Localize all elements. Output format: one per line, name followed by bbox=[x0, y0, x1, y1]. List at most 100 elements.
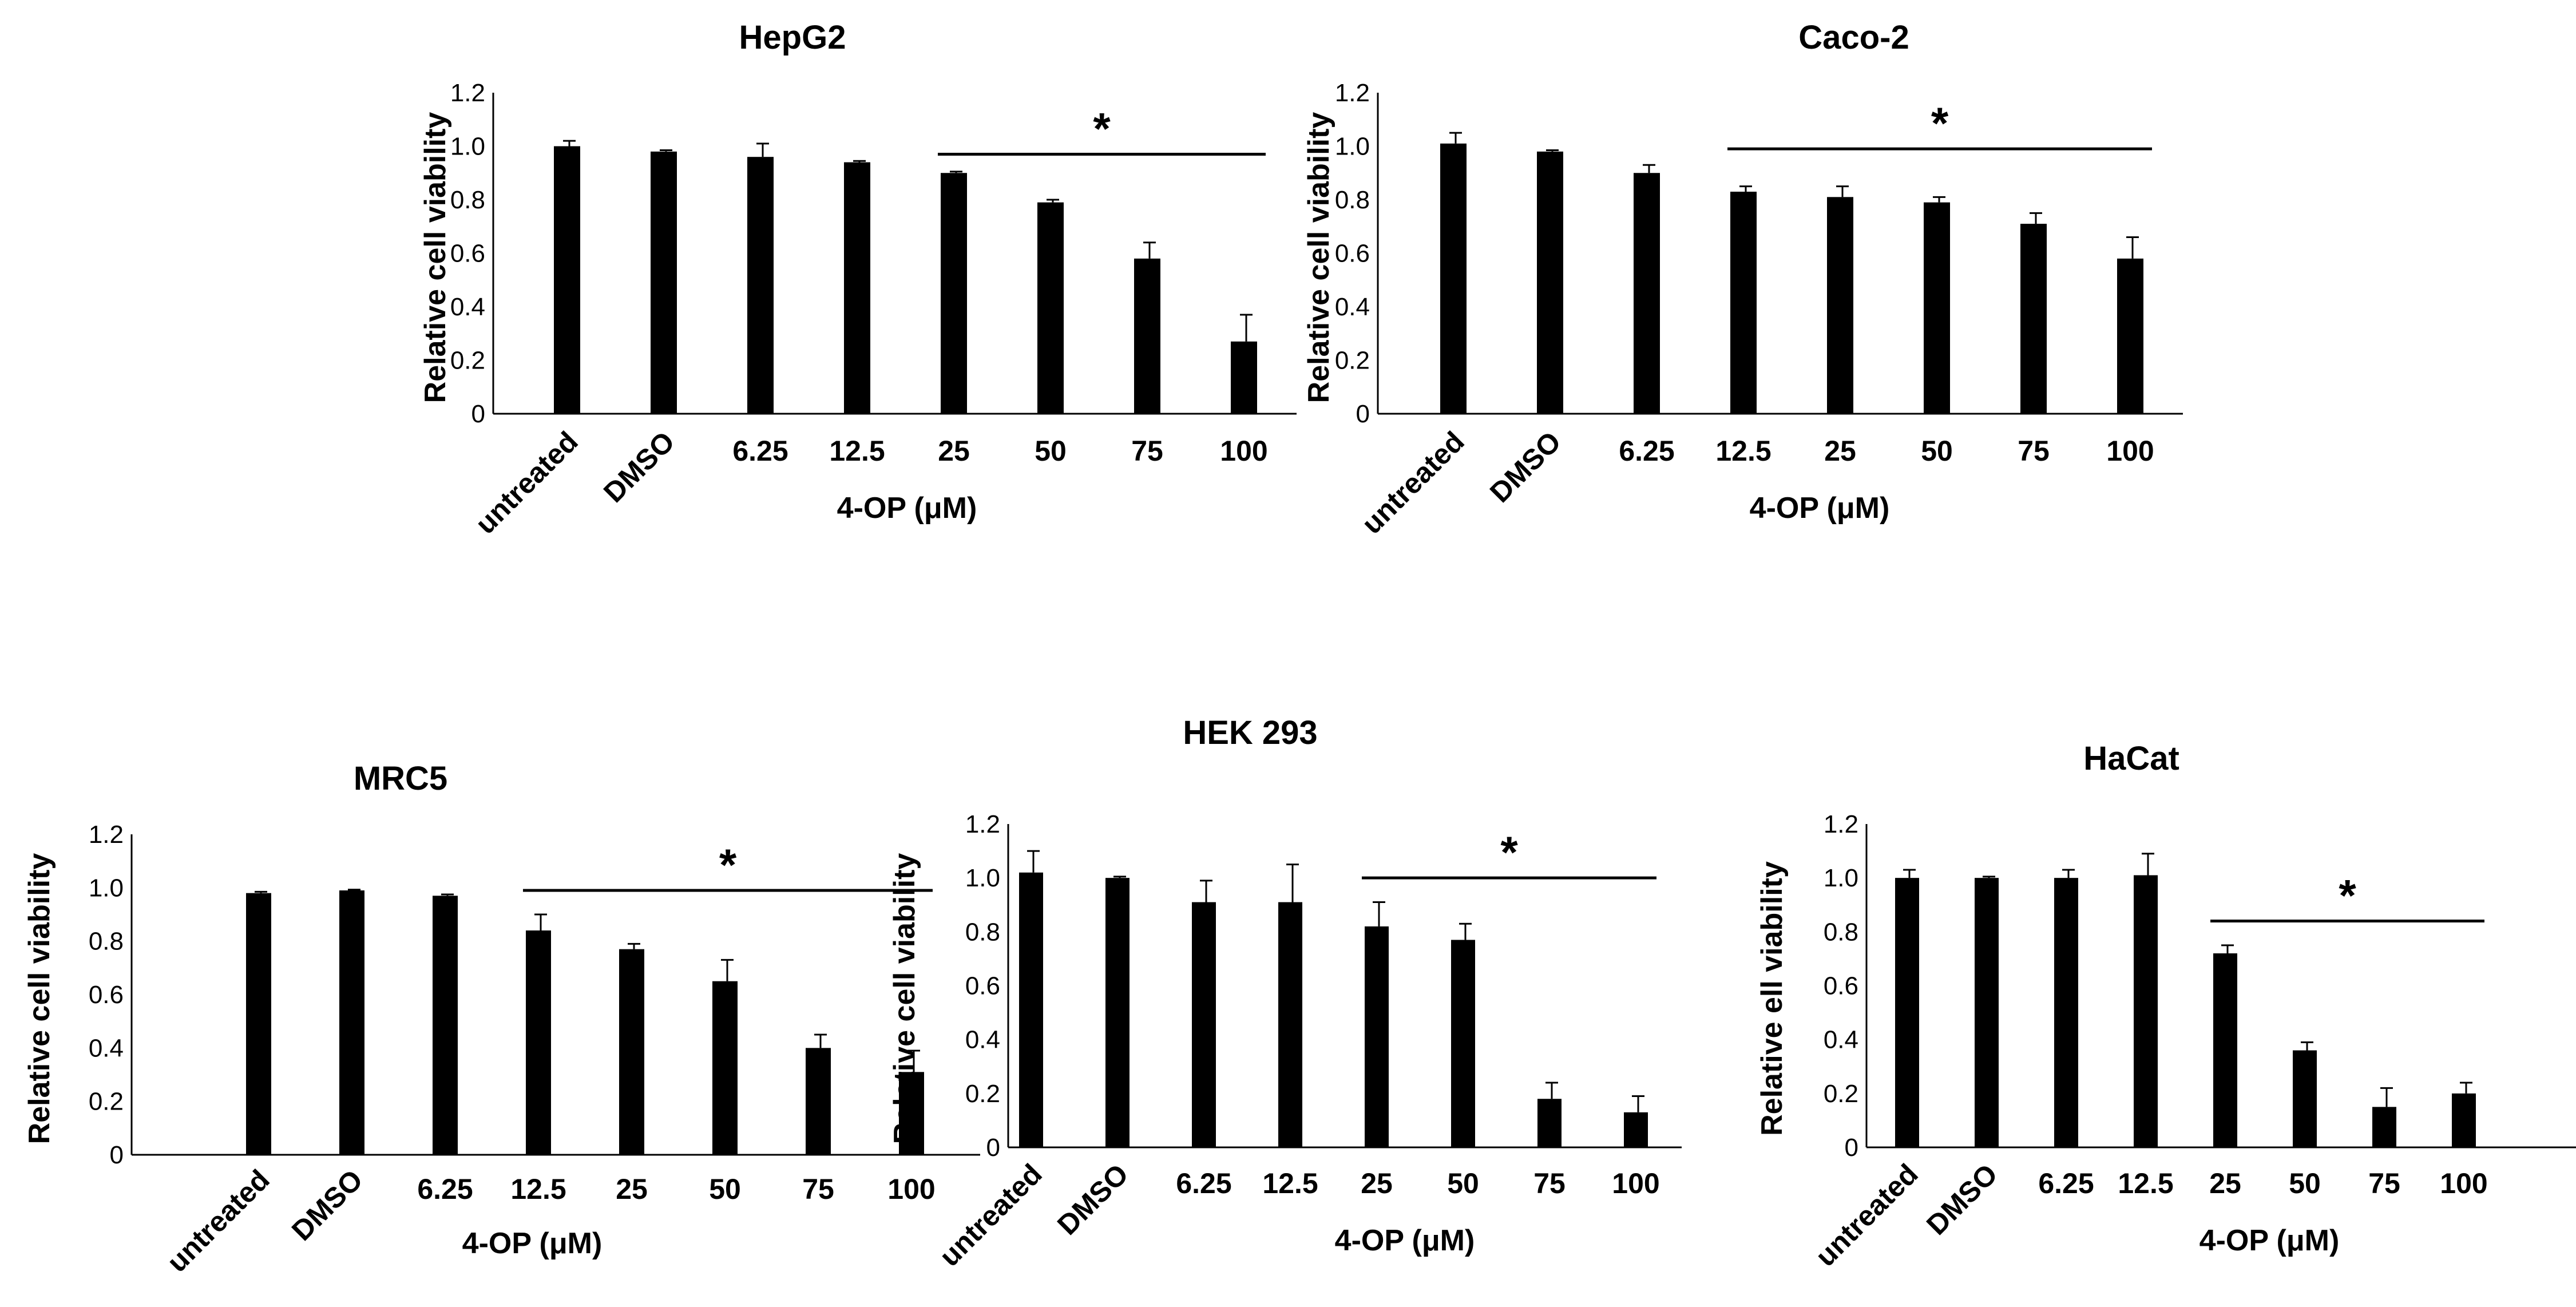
bar bbox=[2054, 878, 2078, 1147]
x-axis-label: 4-OP (μM) bbox=[462, 1227, 603, 1260]
category-label: 25 bbox=[1824, 435, 1856, 467]
error-bar bbox=[1143, 241, 1156, 259]
category-label: 25 bbox=[938, 435, 970, 467]
y-axis-label: Relative cell viability bbox=[23, 853, 56, 1144]
bar bbox=[1278, 902, 1302, 1147]
bar bbox=[2134, 875, 2158, 1147]
bar bbox=[554, 146, 580, 414]
error-bar bbox=[1739, 185, 1752, 192]
bar bbox=[1451, 940, 1475, 1147]
y-tick-label: 0 bbox=[471, 400, 485, 428]
bar-series bbox=[1440, 132, 2143, 414]
error-bar bbox=[1903, 869, 1916, 878]
category-label: 6.25 bbox=[732, 435, 788, 467]
category-label: 75 bbox=[1533, 1167, 1566, 1199]
category-label: 12.5 bbox=[1262, 1167, 1318, 1199]
bar bbox=[433, 896, 458, 1155]
error-bar bbox=[756, 142, 769, 157]
error-bar bbox=[563, 140, 576, 146]
bar bbox=[619, 949, 644, 1155]
y-tick-label: 1.0 bbox=[965, 864, 1000, 892]
y-tick-label: 0.4 bbox=[450, 293, 485, 321]
category-label: 100 bbox=[1612, 1167, 1659, 1199]
y-tick-labels: 0 0.2 0.4 0.6 0.8 1.0 1.2 bbox=[1824, 810, 1858, 1162]
category-label: 50 bbox=[1921, 435, 1953, 467]
axes bbox=[130, 834, 980, 1156]
bar bbox=[1231, 341, 1257, 414]
bar bbox=[712, 981, 738, 1155]
y-tick-label: 1.0 bbox=[1335, 133, 1370, 161]
error-bar bbox=[2380, 1087, 2393, 1107]
y-tick-label: 1.2 bbox=[965, 810, 1000, 838]
error-bar bbox=[950, 171, 962, 173]
y-tick-labels: 0 0.2 0.4 0.6 0.8 1.0 1.2 bbox=[450, 79, 485, 428]
y-tick-label: 0.2 bbox=[89, 1088, 124, 1116]
bar-series bbox=[1019, 850, 1648, 1147]
significance-annotation: * bbox=[1727, 98, 2152, 150]
y-tick-labels: 0 0.2 0.4 0.6 0.8 1.0 1.2 bbox=[89, 821, 124, 1169]
y-tick-label: 0 bbox=[986, 1134, 1000, 1162]
bar bbox=[1827, 197, 1853, 414]
bar bbox=[1537, 1099, 1562, 1147]
error-bar bbox=[853, 160, 866, 163]
category-label: 100 bbox=[1220, 435, 1267, 467]
category-label: 75 bbox=[2368, 1167, 2400, 1199]
bar bbox=[526, 930, 551, 1155]
error-bar bbox=[1632, 1095, 1644, 1112]
y-tick-label: 1.2 bbox=[1335, 79, 1370, 107]
category-label: 25 bbox=[616, 1173, 648, 1205]
error-bar bbox=[2460, 1082, 2472, 1094]
y-tick-label: 1.0 bbox=[89, 874, 124, 902]
bar bbox=[1975, 878, 1999, 1147]
category-label: 6.25 bbox=[1176, 1167, 1231, 1199]
y-tick-label: 0 bbox=[1845, 1134, 1858, 1162]
y-tick-labels: 0 0.2 0.4 0.6 0.8 1.0 1.2 bbox=[965, 810, 1000, 1162]
error-bar bbox=[2062, 869, 2075, 878]
error-bar bbox=[1836, 185, 1849, 197]
bar bbox=[1105, 878, 1130, 1147]
y-tick-label: 0.4 bbox=[1824, 1026, 1858, 1054]
y-tick-label: 1.2 bbox=[450, 79, 485, 107]
error-bar bbox=[1459, 922, 1472, 940]
bar-series bbox=[554, 140, 1257, 414]
bar bbox=[2452, 1093, 2476, 1147]
error-bar bbox=[628, 942, 640, 949]
y-tick-label: 0.4 bbox=[965, 1026, 1000, 1054]
error-bar bbox=[660, 149, 672, 152]
y-tick-label: 0.8 bbox=[1824, 918, 1858, 946]
bar bbox=[1019, 872, 1043, 1147]
error-bar bbox=[907, 1049, 920, 1072]
category-label: 75 bbox=[802, 1173, 834, 1205]
y-tick-label: 0.4 bbox=[89, 1034, 124, 1062]
error-bar bbox=[534, 913, 547, 930]
error-bar bbox=[1200, 880, 1212, 902]
bar bbox=[2020, 224, 2047, 414]
bar bbox=[941, 173, 967, 414]
bar bbox=[2293, 1050, 2317, 1147]
significance-marker: * bbox=[1093, 104, 1111, 154]
error-bar bbox=[2221, 944, 2234, 953]
chart-title: HaCat bbox=[2083, 740, 2179, 777]
error-bar bbox=[1373, 901, 1385, 926]
y-tick-label: 0.6 bbox=[89, 981, 124, 1009]
y-tick-label: 0.8 bbox=[450, 186, 485, 214]
error-bar bbox=[1933, 196, 1945, 203]
chart-title: MRC5 bbox=[354, 760, 447, 797]
category-label: 100 bbox=[2440, 1167, 2487, 1199]
category-label: 6.25 bbox=[1619, 435, 1674, 467]
error-bar bbox=[1545, 1082, 1558, 1099]
bar bbox=[1440, 143, 1467, 414]
y-tick-label: 0.8 bbox=[89, 928, 124, 956]
x-axis-label: 4-OP (μM) bbox=[1335, 1224, 1475, 1257]
significance-marker: * bbox=[1500, 827, 1518, 877]
y-tick-label: 0.2 bbox=[1335, 347, 1370, 375]
error-bar bbox=[2126, 236, 2139, 259]
y-axis-label: Relative cell viability bbox=[888, 853, 921, 1144]
category-label: 100 bbox=[887, 1173, 935, 1205]
error-bar bbox=[814, 1033, 827, 1048]
significance-marker: * bbox=[1931, 98, 1949, 148]
axes bbox=[1007, 824, 1682, 1148]
y-axis-label: Relative cell viability bbox=[419, 112, 452, 403]
bar bbox=[246, 893, 271, 1155]
